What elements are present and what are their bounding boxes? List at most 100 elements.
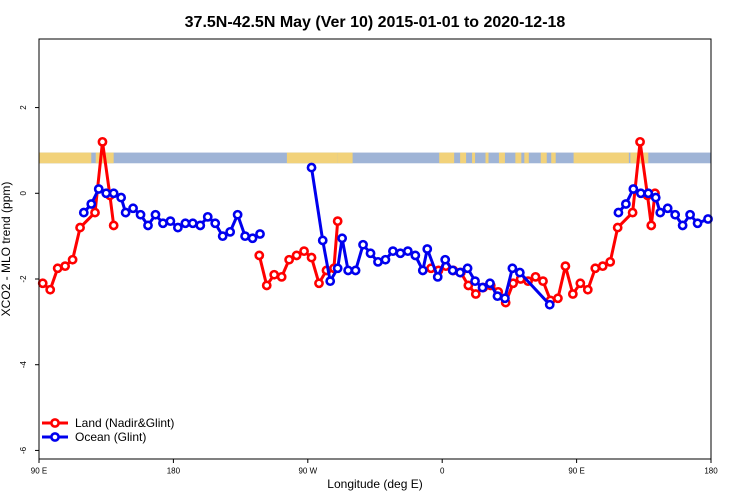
data-point: [202, 211, 213, 222]
data-point: [463, 280, 474, 291]
data-point: [410, 250, 421, 261]
data-point: [373, 256, 383, 267]
data-point: [247, 233, 258, 244]
data-point: [158, 218, 168, 229]
data-point: [93, 184, 104, 194]
data-point: [255, 229, 265, 239]
data-point: [365, 248, 376, 259]
map-land: [485, 152, 489, 164]
data-point: [232, 209, 243, 220]
data-point: [560, 261, 571, 272]
data-point: [692, 218, 703, 229]
legend: Land (Nadir&Glint)Ocean (Glint): [42, 416, 174, 444]
data-point: [388, 246, 398, 257]
data-point: [635, 136, 645, 147]
data-point: [101, 188, 112, 199]
map-land: [286, 152, 338, 164]
data-point: [325, 276, 336, 287]
data-point: [343, 265, 354, 276]
data-point: [78, 207, 89, 218]
y-tick-label: -2: [19, 275, 28, 283]
data-point: [417, 265, 428, 276]
data-point: [306, 162, 317, 173]
data-point: [195, 220, 206, 231]
data-point: [276, 271, 287, 282]
data-point: [432, 271, 443, 282]
data-point: [306, 252, 317, 263]
data-point: [422, 244, 433, 254]
map-land: [551, 152, 556, 164]
data-point: [143, 220, 153, 231]
data-point: [514, 267, 525, 278]
data-point: [447, 265, 458, 276]
data-point: [662, 203, 673, 214]
map-land: [515, 152, 522, 164]
plot-area: [37, 136, 713, 310]
data-point: [225, 226, 236, 237]
data-point: [685, 209, 695, 220]
data-point: [108, 220, 119, 231]
data-point: [590, 263, 601, 274]
data-point: [440, 254, 451, 265]
data-point: [492, 291, 503, 302]
data-point: [150, 209, 161, 220]
data-point: [575, 278, 586, 289]
data-point: [60, 261, 71, 272]
data-point: [97, 136, 108, 147]
x-axis: 90 E 180 90 W 0 90 E 180: [31, 459, 718, 476]
data-point: [269, 269, 280, 280]
data-point: [500, 293, 510, 304]
data-point: [628, 184, 639, 194]
data-point: [620, 199, 631, 209]
data-point: [128, 203, 138, 214]
data-point: [507, 263, 518, 274]
data-point: [337, 233, 348, 244]
data-point: [172, 222, 183, 233]
data-point: [597, 261, 608, 272]
data-point: [317, 235, 328, 246]
data-point: [643, 188, 654, 199]
data-point: [380, 254, 391, 265]
map-land: [337, 152, 353, 164]
x-tick-label: 90 E: [31, 467, 47, 476]
data-point: [291, 250, 302, 261]
data-point: [254, 250, 265, 261]
legend-marker: [50, 432, 60, 442]
data-point: [605, 256, 616, 267]
data-point: [462, 263, 473, 274]
data-point: [530, 271, 541, 282]
x-tick-label: 90 W: [298, 467, 317, 476]
data-point: [116, 192, 127, 203]
data-point: [52, 263, 63, 274]
y-tick-label: -4: [19, 361, 28, 369]
data-point: [332, 216, 343, 227]
data-point: [75, 222, 85, 233]
data-point: [90, 207, 100, 218]
data-point: [477, 282, 488, 293]
map-land: [439, 152, 455, 164]
series-ocean: [78, 162, 713, 310]
legend-label: Land (Nadir&Glint): [75, 416, 174, 430]
y-axis-label: XCO2 - MLO trend (ppm): [0, 182, 13, 317]
data-point: [314, 278, 324, 289]
data-point: [358, 239, 368, 250]
data-point: [108, 188, 119, 199]
map-land: [39, 152, 92, 164]
x-axis-label: Longitude (deg E): [327, 477, 422, 491]
y-tick-label: 2: [19, 105, 28, 110]
data-point: [217, 231, 228, 242]
x-tick-label: 180: [167, 467, 181, 476]
data-point: [180, 218, 191, 229]
map-land: [524, 152, 529, 164]
map-land: [498, 152, 505, 164]
data-point: [284, 254, 295, 265]
data-point: [332, 263, 343, 274]
data-point: [67, 254, 78, 265]
data-point: [470, 276, 480, 287]
data-point: [470, 289, 481, 299]
series-line: [41, 140, 116, 292]
data-point: [582, 284, 593, 295]
y-tick-label: -6: [19, 446, 28, 454]
data-point: [485, 278, 495, 289]
